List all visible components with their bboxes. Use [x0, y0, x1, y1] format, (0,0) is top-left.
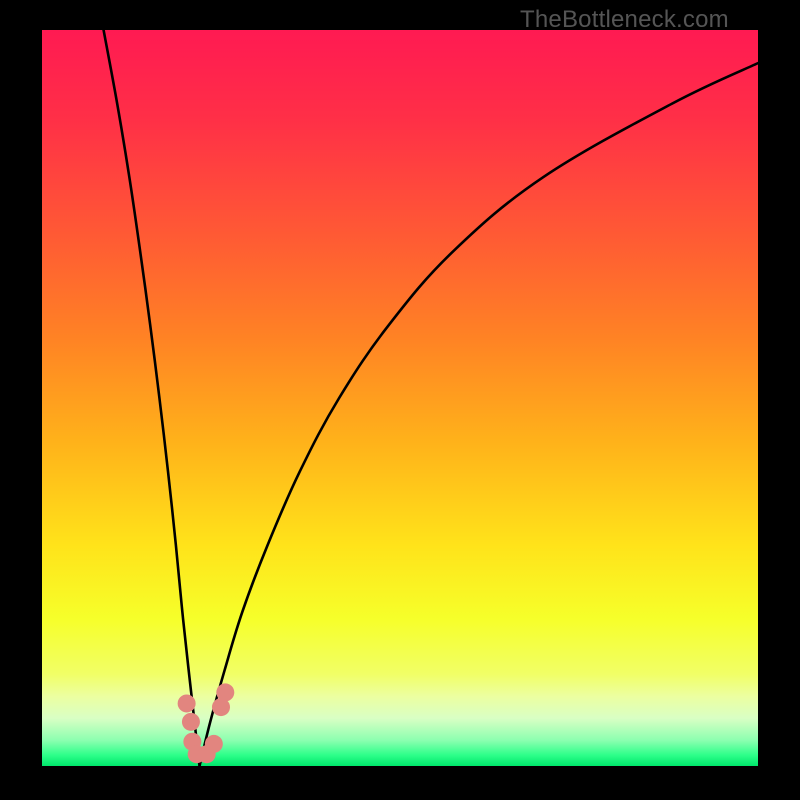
bottleneck-chart: TheBottleneck.com: [0, 0, 800, 800]
data-dots: [42, 30, 758, 766]
plot-area: [42, 30, 758, 766]
watermark-label: TheBottleneck.com: [520, 6, 729, 34]
